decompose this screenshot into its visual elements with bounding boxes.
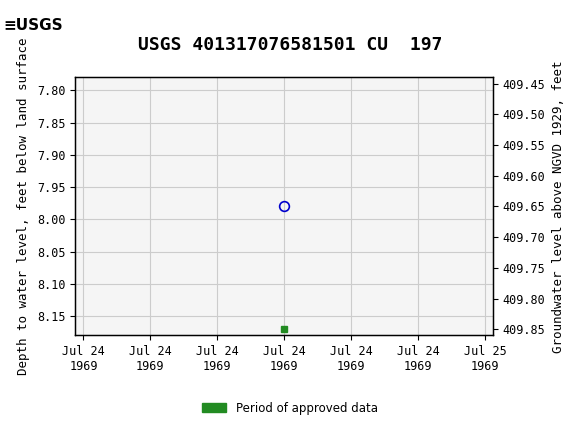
Text: USGS 401317076581501 CU  197: USGS 401317076581501 CU 197 — [138, 36, 442, 54]
Y-axis label: Groundwater level above NGVD 1929, feet: Groundwater level above NGVD 1929, feet — [552, 60, 566, 353]
Text: ≡USGS: ≡USGS — [6, 16, 82, 35]
Text: ≡USGS: ≡USGS — [3, 18, 63, 33]
Bar — [3, 3, 58, 49]
Y-axis label: Depth to water level, feet below land surface: Depth to water level, feet below land su… — [17, 38, 30, 375]
Legend: Period of approved data: Period of approved data — [198, 397, 382, 420]
